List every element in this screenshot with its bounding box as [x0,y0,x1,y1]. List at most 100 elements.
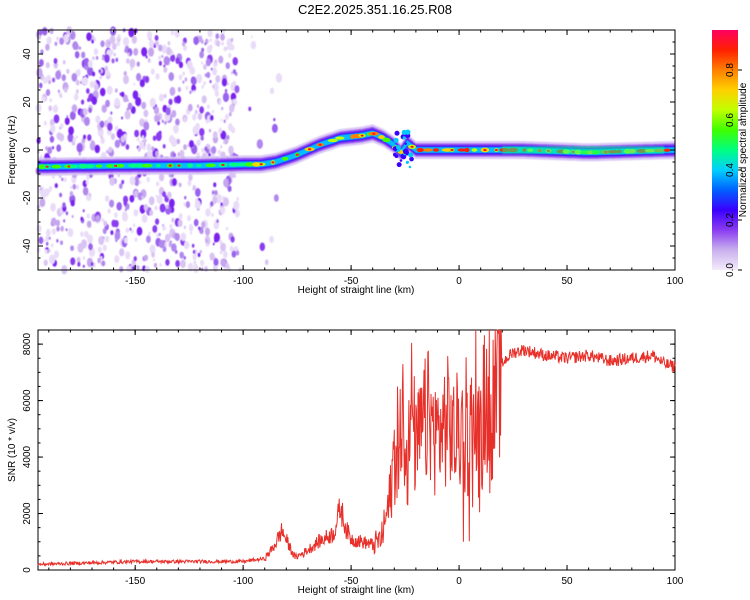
ridge-peak [416,147,424,153]
noise-speckle [230,38,234,42]
noise-speckle [147,58,151,63]
noise-speckle [101,56,105,61]
noise-speckle [233,200,240,211]
noise-speckle [98,235,105,246]
noise-speckle [218,99,222,105]
noise-speckle [56,144,62,152]
noise-speckle [89,80,95,88]
noise-speckle [124,208,127,212]
noise-speckle [38,29,43,36]
noise-speckle [216,193,223,204]
burst-speckle [402,136,406,140]
noise-speckle [65,211,69,216]
ridge-peak [196,163,202,168]
noise-speckle [69,185,73,189]
noise-speckle [183,225,187,230]
noise-speckle [179,149,185,158]
x-tick-label: -50 [344,276,359,287]
noise-speckle [228,53,232,57]
noise-speckle [201,95,207,104]
noise-speckle [129,176,136,186]
noise-speckle [107,122,113,132]
noise-speckle [120,91,125,98]
spectrogram-xlabel: Height of straight line (km) [298,285,415,296]
ridge-peak-core [494,148,499,152]
noise-speckle [192,253,197,261]
y-tick-label: 2000 [22,502,33,525]
noise-speckle [195,188,201,197]
noise-speckle [135,73,142,82]
x-tick-label: -50 [344,576,359,587]
noise-speckle [84,230,89,238]
noise-speckle [189,90,192,95]
noise-speckle [100,136,105,144]
noise-speckle [153,262,158,268]
noise-speckle [99,87,106,97]
noise-speckle [130,228,134,234]
noise-speckle [67,227,74,238]
noise-speckle [208,152,211,157]
ridge-peak [432,148,440,152]
noise-speckle [192,187,195,191]
noise-speckle [93,80,97,86]
ridge-peak-core [271,161,275,164]
x-tick-label: -100 [233,276,253,287]
y-tick-label: 40 [22,48,33,60]
noise-speckle [151,146,155,152]
burst-speckle [393,152,397,157]
noise-speckle [123,37,130,47]
noise-speckle [38,185,45,195]
ridge-peak [38,164,47,170]
noise-speckle [225,62,230,70]
noise-speckle [86,213,90,219]
noise-speckle [148,231,151,236]
noise-speckle [136,226,143,236]
noise-speckle [49,27,54,35]
y-tick-label: 0 [22,567,33,573]
noise-speckle [185,201,191,208]
noise-speckle [167,41,171,46]
noise-speckle [141,214,148,223]
noise-speckle [168,198,175,208]
noise-speckle [234,209,240,218]
noise-speckle [214,265,218,270]
colorbar-label: Normalized spectral amplitude [738,82,749,217]
noise-speckle [102,244,107,252]
noise-speckle [146,143,152,152]
noise-speckle [114,139,121,149]
noise-speckle [141,101,147,110]
noise-speckle [111,58,115,64]
noise-speckle [61,177,64,182]
noise-speckle [148,47,155,57]
x-tick-label: 100 [667,576,684,587]
noise-speckle [206,104,210,109]
noise-speckle [220,242,226,252]
noise-speckle [105,99,110,108]
noise-speckle [224,88,228,93]
noise-speckle [36,67,43,78]
noise-speckle [174,29,180,38]
noise-speckle [101,218,105,223]
noise-speckle [161,119,164,124]
noise-speckle [60,123,64,129]
noise-speckle [154,114,159,123]
noise-speckle [196,139,201,147]
ridge-peak [95,164,103,168]
noise-speckle [53,250,59,259]
noise-speckle [115,57,119,63]
noise-speckle [56,238,59,243]
noise-speckle [54,183,58,189]
noise-speckle [48,105,53,112]
chart-title: C2E2.2025.351.16.25.R08 [298,2,452,17]
noise-speckle [210,201,214,207]
noise-speckle [107,41,110,45]
noise-speckle [209,38,212,43]
noise-speckle [48,248,51,253]
noise-speckle [72,137,76,143]
noise-speckle [76,69,81,76]
noise-speckle [145,235,151,243]
noise-speckle [211,213,214,218]
noise-speckle [218,127,223,134]
ridge-peak [205,163,216,168]
ridge-peak-core [410,145,414,148]
